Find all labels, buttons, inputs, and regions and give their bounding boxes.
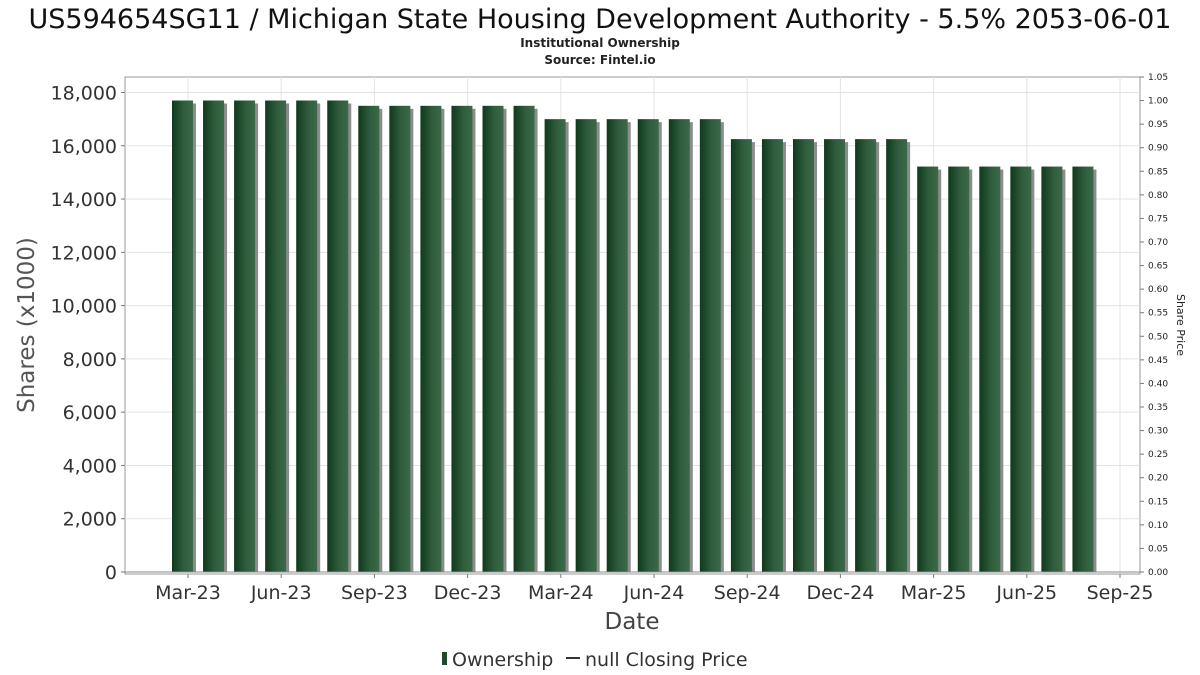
x-tick-label: Sep-25 [1087,582,1154,604]
legend-ownership-swatch [442,652,447,665]
ownership-bar [761,139,783,573]
ownership-bar [824,139,846,573]
x-tick-label: Mar-23 [155,582,221,604]
ownership-bar [265,100,287,572]
ownership-bar [203,100,225,572]
chart-title: US594654SG11 / Michigan State Housing De… [29,4,1172,35]
y-tick-label: 18,000 [51,83,117,105]
ownership-bar [917,166,939,573]
y-right-tick-label: 0.95 [1148,120,1168,130]
x-tick-label: Dec-24 [806,582,874,604]
bars [172,100,1094,573]
chart-subtitle: Institutional Ownership [520,36,680,50]
ownership-bar [1072,166,1094,573]
y-right-tick-label: 0.50 [1148,332,1168,342]
ownership-bar [575,119,597,572]
y-axis-left: 0 2,000 4,000 6,000 8,000 10,000 12,000 14,000 1… [51,83,125,584]
ownership-bar [730,139,752,573]
y-right-tick-label: 0.25 [1148,450,1168,460]
y-right-tick-label: 0.10 [1148,521,1168,531]
ownership-bar [172,100,193,572]
y-axis-right-title: Share Price [1174,294,1187,356]
ownership-bar [358,105,380,572]
ownership-bar [793,139,814,573]
y-tick-label: 10,000 [51,296,117,318]
x-tick-label: Sep-24 [714,582,781,604]
x-axis-title: Date [605,609,660,635]
ownership-bar [855,139,877,573]
y-tick-label: 4,000 [63,455,117,477]
y-tick-label: 8,000 [63,349,117,371]
x-tick-label: Jun-23 [250,582,312,604]
y-tick-label: 14,000 [51,189,117,211]
y-right-tick-label: 0.30 [1148,427,1168,437]
y-right-tick-label: 0.85 [1148,167,1168,177]
ownership-bar [668,119,690,572]
y-right-tick-label: 0.40 [1148,379,1168,389]
y-right-tick-label: 0.05 [1148,544,1168,554]
y-right-tick-label: 0.90 [1148,144,1168,154]
ownership-bar [327,100,349,572]
ownership-bar [979,166,1001,573]
x-tick-label: Jun-25 [995,582,1057,604]
x-tick-label: Mar-24 [528,582,594,604]
ownership-bar [948,166,970,573]
ownership-bar [544,119,566,572]
ownership-bar [234,100,256,572]
ownership-bar [513,105,535,572]
x-tick-label: Mar-25 [901,582,967,604]
ownership-bar [389,105,411,572]
x-axis: Mar-23 Jun-23 Sep-23 Dec-23 Mar-24 Jun-24 Sep-… [125,571,1154,604]
y-right-tick-label: 0.65 [1148,262,1168,272]
y-tick-label: 12,000 [51,242,117,264]
ownership-bar [606,119,628,572]
ownership-bar [1041,166,1063,573]
y-axis-title: Shares (x1000) [14,237,40,413]
y-right-tick-label: 0.80 [1148,191,1168,201]
y-right-tick-label: 0.60 [1148,285,1168,295]
y-right-tick-label: 0.20 [1148,474,1168,484]
ownership-bar [296,100,318,572]
y-right-tick-label: 1.05 [1148,73,1168,83]
y-right-tick-label: 0.70 [1148,238,1168,248]
legend-ownership-label: Ownership [452,649,553,671]
y-axis-right: 0.00 0.05 0.10 0.15 0.20 0.25 0.30 0.35 0.40 0.45… [1140,73,1168,578]
ownership-bar [886,139,908,573]
y-tick-label: 6,000 [63,402,117,424]
legend-price-label: null Closing Price [585,649,748,671]
ownership-bar [1010,166,1032,573]
y-right-tick-label: 0.35 [1148,403,1168,413]
y-tick-label: 0 [105,562,117,584]
ownership-bar [637,119,659,572]
y-right-tick-label: 1.00 [1148,97,1168,107]
chart-source: Source: Fintel.io [544,53,655,67]
legend: Ownership null Closing Price [442,649,748,671]
y-tick-label: 16,000 [51,136,117,158]
x-tick-label: Jun-24 [623,582,685,604]
x-tick-label: Dec-23 [434,582,502,604]
ownership-bar [451,105,473,572]
y-right-tick-label: 0.00 [1148,568,1168,578]
ownership-bar [482,105,504,572]
y-right-tick-label: 0.15 [1148,497,1168,507]
y-right-tick-label: 0.75 [1148,214,1168,224]
y-right-tick-label: 0.45 [1148,356,1168,366]
ownership-bar [420,105,442,572]
x-tick-label: Sep-23 [341,582,408,604]
y-tick-label: 2,000 [63,509,117,531]
y-right-tick-label: 0.55 [1148,309,1168,319]
ownership-bar [699,119,721,572]
